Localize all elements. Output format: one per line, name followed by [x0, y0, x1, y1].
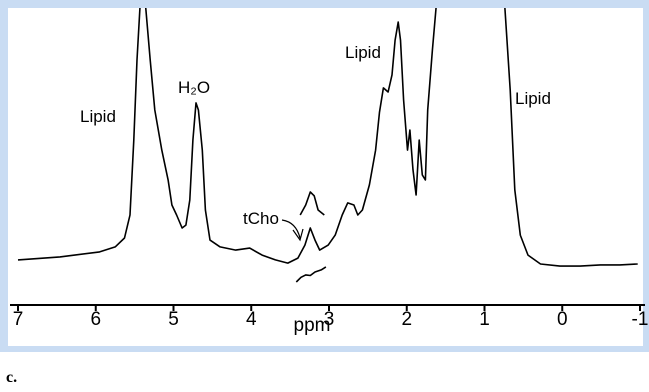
plot-background	[8, 8, 643, 346]
x-axis-label: ppm	[294, 315, 331, 336]
annotation: tCho	[243, 209, 279, 228]
annotation: H₂O	[178, 78, 210, 97]
x-tick-label: 3	[324, 309, 335, 330]
x-tick-label: 6	[90, 309, 101, 330]
caption: c.	[6, 369, 17, 386]
x-tick-label: 1	[479, 309, 490, 330]
annotation: Lipid	[345, 43, 381, 62]
x-tick-label: 5	[168, 309, 179, 330]
x-tick-label: 2	[401, 309, 412, 330]
annotation: Lipid	[515, 89, 551, 108]
spectrum-line	[295, 266, 327, 283]
x-tick-label: 7	[13, 309, 24, 330]
x-tick-label: 4	[246, 309, 257, 330]
plot-area	[17, 8, 638, 283]
x-tick-label: -1	[632, 309, 649, 330]
x-tick-label: 0	[557, 309, 568, 330]
arrow	[281, 219, 304, 242]
annotation: Lipid	[80, 107, 116, 126]
spectrum-line	[17, 8, 638, 267]
spectrum-line	[299, 191, 325, 216]
